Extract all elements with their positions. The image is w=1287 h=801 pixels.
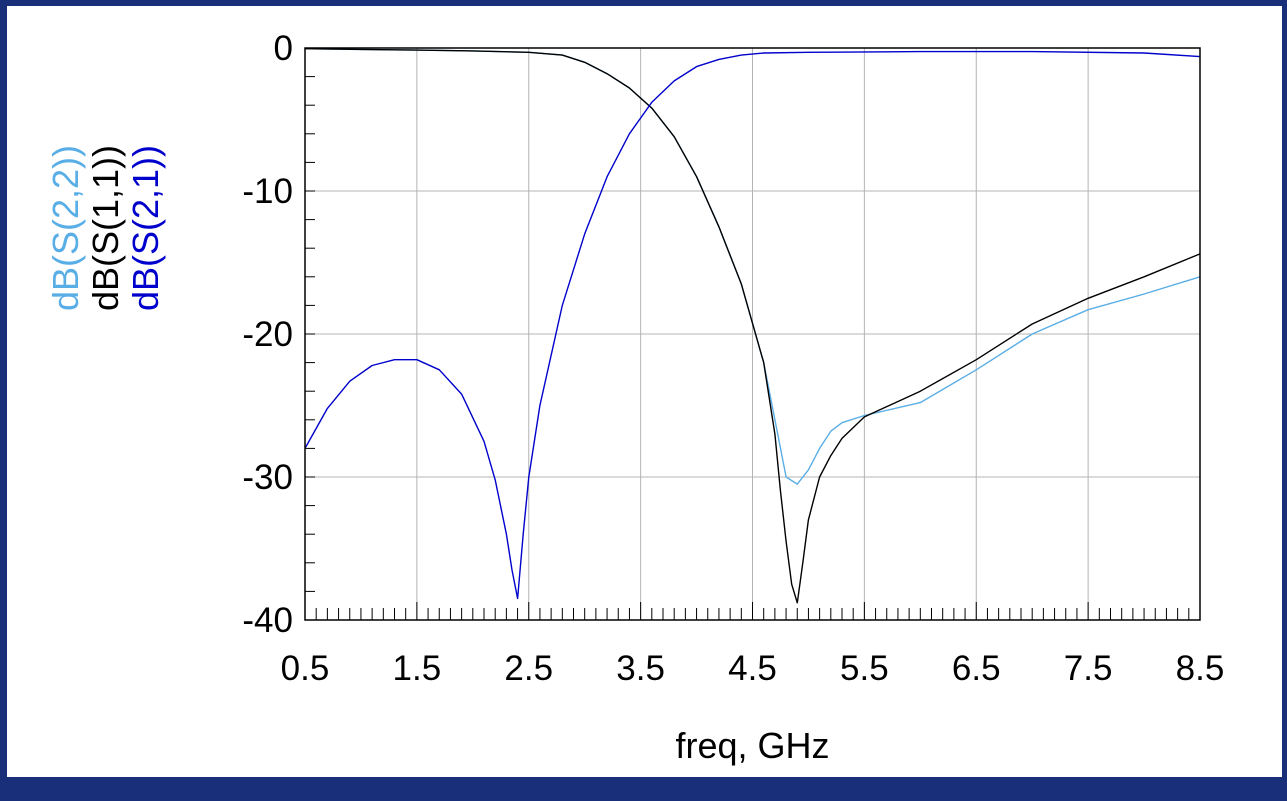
legend: dB(S(2,2)) dB(S(1,1)) dB(S(2,1)): [45, 145, 166, 311]
x-tick-label-7: 7.5: [1064, 649, 1113, 688]
legend-label-1: dB(S(1,1)): [85, 145, 126, 311]
y-tick-label-0: 0: [274, 29, 293, 68]
y-tick-label-3: -30: [242, 458, 293, 497]
x-tick-label-3: 3.5: [616, 649, 665, 688]
x-tick-label-1: 1.5: [393, 649, 442, 688]
series-line-1: [304, 48, 1201, 604]
legend-label-0: dB(S(2,2)): [45, 145, 86, 311]
series-line-2: [304, 50, 1201, 600]
x-tick-labels: 0.5 1.5 2.5 3.5 4.5 5.5 6.5 7.5 8.5: [281, 649, 1225, 688]
y-tick-labels: 0 -10 -20 -30 -40: [242, 29, 293, 640]
y-tick-label-2: -20: [242, 315, 293, 354]
y-tick-label-4: -40: [242, 601, 293, 640]
legend-label-2: dB(S(2,1)): [125, 145, 166, 311]
x-tick-label-8: 8.5: [1176, 649, 1225, 688]
series-lines: [304, 48, 1201, 604]
x-axis-label: freq, GHz: [675, 725, 829, 766]
y-tick-label-1: -10: [242, 172, 293, 211]
x-tick-label-2: 2.5: [504, 649, 553, 688]
grid-lines: [304, 47, 1201, 621]
x-tick-label-6: 6.5: [952, 649, 1001, 688]
x-tick-label-5: 5.5: [840, 649, 889, 688]
plot-border: [304, 47, 1201, 621]
x-tick-label-4: 4.5: [728, 649, 777, 688]
x-tick-label-0: 0.5: [281, 649, 330, 688]
minor-ticks: [304, 47, 1201, 621]
